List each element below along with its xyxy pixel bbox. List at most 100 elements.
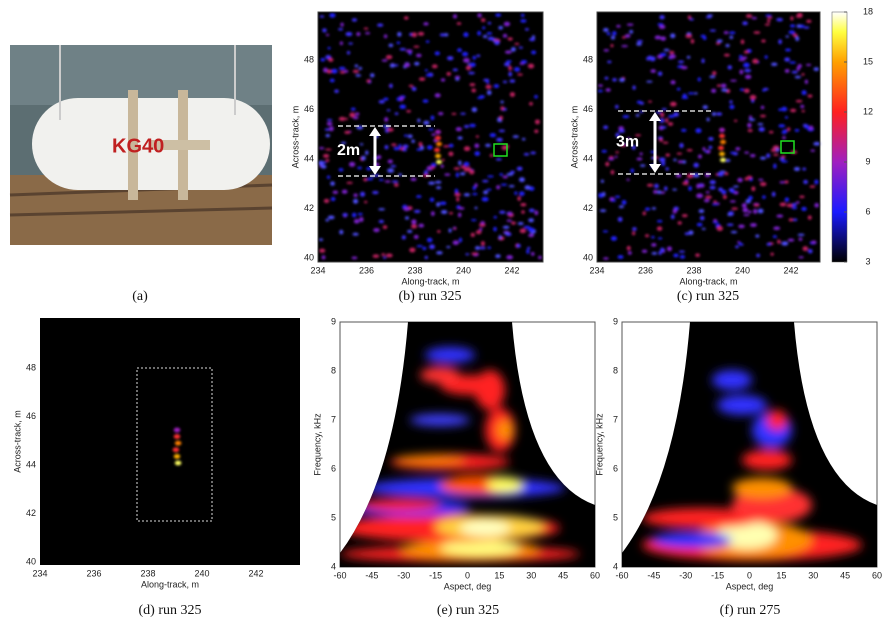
target-echo [718,127,726,163]
speckle-dot [721,88,728,92]
speckle-dot [620,143,626,148]
speckle-dot [672,188,677,191]
speckle-dot [688,186,692,191]
speckle-dot [660,191,666,194]
speckle-dot [372,254,380,258]
speckle-dot [387,168,395,173]
speckle-dot [660,126,667,129]
speckle-dot [325,33,330,37]
speckle-dot [711,112,716,116]
x-tick-label: -15 [429,570,442,580]
speckle-dot [801,90,807,96]
speckle-dot [326,121,333,126]
speckle-dot [802,167,807,171]
speckle-dot [713,200,717,204]
speckle-dot [345,31,353,37]
speckle-dot [426,237,433,243]
speckle-dot [506,172,514,176]
speckle-dot [483,34,488,39]
speckle-dot [780,160,788,163]
speckle-dot [453,227,457,230]
speckle-dot [329,13,336,18]
speckle-dot [353,193,358,198]
speckle-dot [677,65,681,68]
speckle-dot [370,73,375,78]
y-tick-label: 4 [331,561,336,571]
speckle-dot [738,58,746,62]
speckle-dot [430,115,435,121]
speckle-dot [440,164,444,168]
speckle-dot [424,255,428,260]
speckle-dot [355,74,362,77]
speckle-dot [751,17,757,20]
photo: KG40 [9,45,273,245]
speckle-dot [460,112,466,115]
reference-box [780,140,795,154]
speckle-dot [372,190,379,195]
x-tick-label: 15 [776,570,786,580]
speckle-dot [622,36,626,39]
speckle-dot [753,208,758,214]
speckle-dot [752,58,759,64]
speckle-dot [338,28,344,31]
speckle-dot [660,36,667,41]
speckle-dot [344,130,351,134]
speckle-dot [622,115,630,119]
speckle-dot [384,117,389,122]
speckle-dot [387,127,394,132]
speckle-dot [786,203,794,208]
energy-blob [410,414,470,426]
energy-blob [717,521,777,549]
speckle-dot [654,35,662,40]
speckle-dot [524,185,531,190]
speckle-dot [487,21,492,25]
speckle-dot [320,57,326,62]
image-background [40,318,300,565]
speckle-dot [779,202,787,207]
speckle-dot [804,79,808,84]
x-tick-label: -30 [397,570,410,580]
speckle-dot [486,90,492,96]
speckle-dot [610,236,617,241]
speckle-dot [443,145,449,148]
speckle-dot [353,219,360,224]
echo-blob [719,127,725,133]
speckle-dot [431,133,436,136]
annotation: 3m [616,134,639,151]
speckle-dot [485,143,491,148]
speckle-dot [600,179,604,183]
speckle-dot [635,114,640,117]
speckle-dot [448,151,454,157]
speckle-dot [476,96,484,100]
speckle-dot [351,212,357,218]
speckle-dot [487,36,495,41]
speckle-dot [682,93,687,99]
speckle-dot [455,78,460,81]
y-tick-label: 44 [304,153,314,163]
speckle-dot [814,203,819,208]
speckle-dot [791,70,798,74]
speckle-dot [328,57,334,62]
speckle-dot [411,219,417,225]
speckle-dot [724,158,731,162]
speckle-dot [748,118,756,122]
speckle-dot [646,80,653,83]
speckle-dot [428,181,435,185]
speckle-dot [672,209,678,214]
speckle-dot [794,75,801,79]
speckle-dot [514,42,520,45]
y-tick-label: 46 [583,104,593,114]
speckle-dot [477,30,482,36]
speckle-dot [705,16,712,19]
speckle-dot [517,222,524,226]
echo-blob [436,159,442,165]
speckle-dot [351,18,358,22]
speckle-dot [605,88,611,92]
speckle-dot [724,172,729,176]
speckle-dot [495,13,502,17]
speckle-dot [764,55,768,59]
x-tick-label: 45 [840,570,850,580]
speckle-dot [452,14,458,19]
speckle-dot [471,107,478,113]
